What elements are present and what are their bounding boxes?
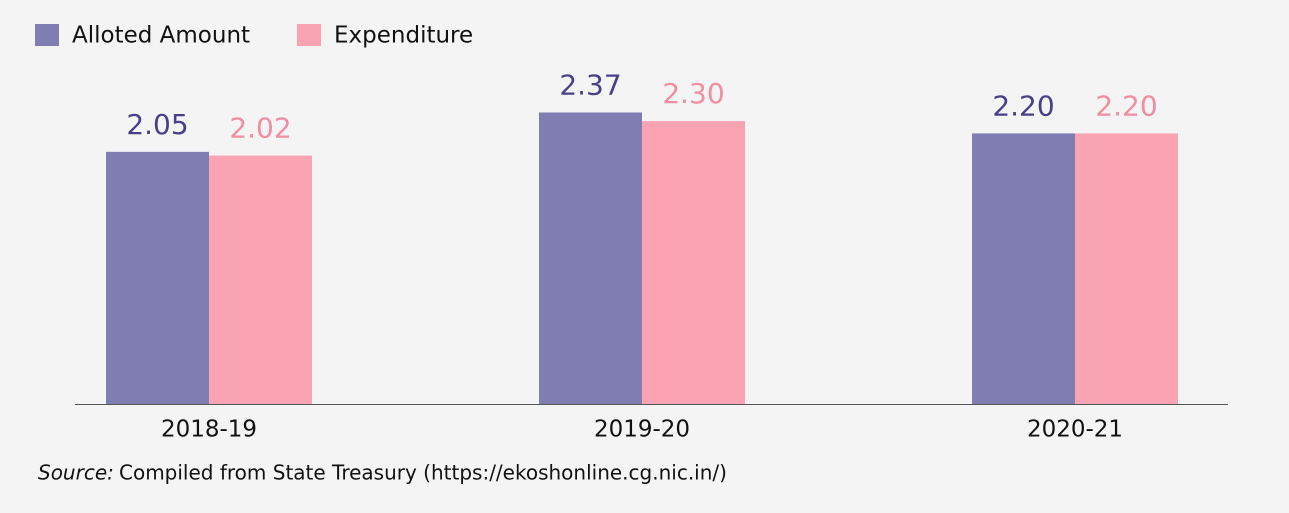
bar <box>642 121 745 404</box>
legend-swatch <box>35 24 59 46</box>
x-tick-label: 2020-21 <box>1027 417 1123 443</box>
legend-label: Alloted Amount <box>72 23 250 49</box>
value-label: 2.30 <box>662 77 724 110</box>
x-tick-label: 2018-19 <box>161 417 257 443</box>
value-label: 2.37 <box>559 68 621 101</box>
value-label: 2.02 <box>229 112 291 145</box>
bar <box>209 155 312 404</box>
source-label: Source: <box>38 461 114 485</box>
value-label: 2.20 <box>1095 89 1157 122</box>
bar <box>972 133 1075 404</box>
bar <box>539 112 642 405</box>
bar <box>1075 133 1178 404</box>
value-label: 2.05 <box>126 108 188 141</box>
bar <box>106 151 209 404</box>
source: Compiled from State Treasury (https://ek… <box>119 461 727 485</box>
legend-label: Expenditure <box>334 23 473 49</box>
value-label: 2.20 <box>992 89 1054 122</box>
legend-swatch <box>297 24 321 46</box>
x-tick-label: 2019-20 <box>594 417 690 443</box>
